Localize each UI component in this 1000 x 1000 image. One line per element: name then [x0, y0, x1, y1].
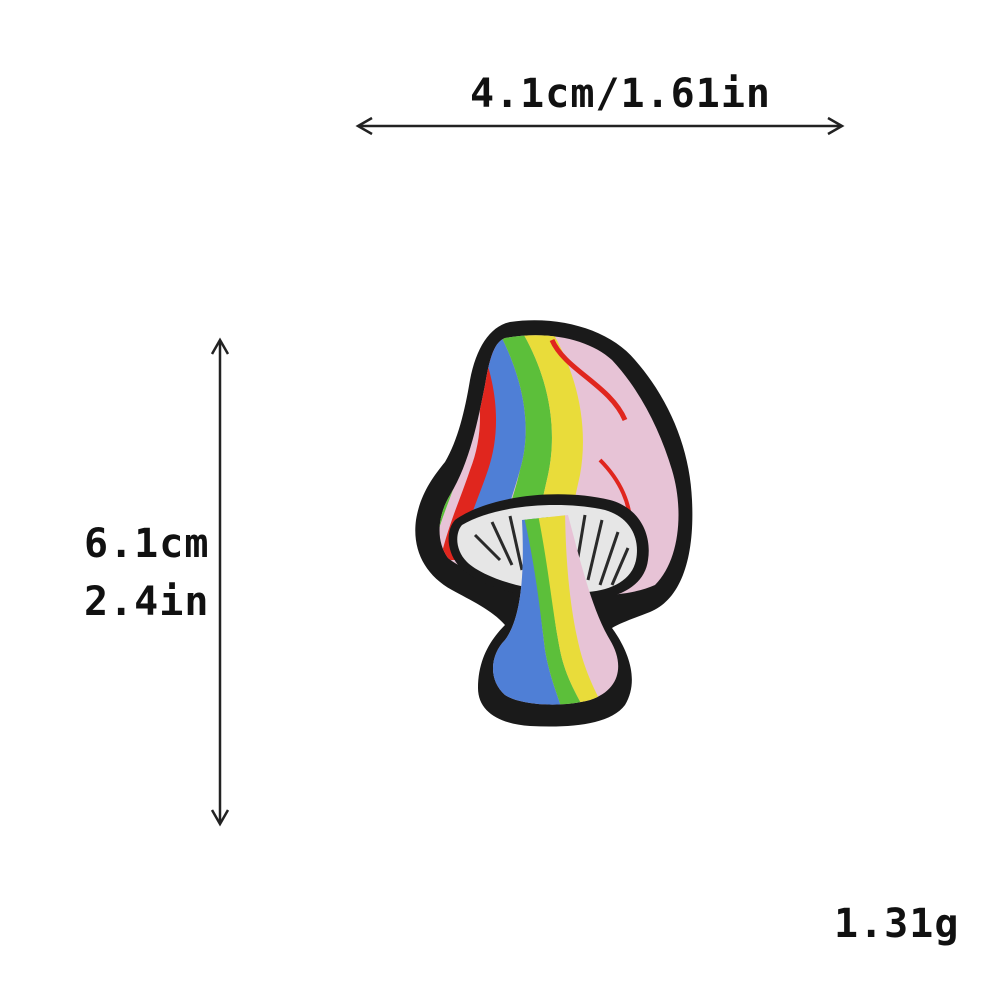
rainbow-mushroom-patch-icon — [415, 320, 693, 727]
width-dimension-label: 4.1cm/1.61in — [470, 71, 771, 117]
height-dimension-in-label: 2.4in — [84, 579, 210, 625]
height-dimension-cm-label: 6.1cm — [84, 521, 210, 567]
weight-label: 1.31g — [834, 901, 960, 947]
width-arrow — [355, 116, 845, 136]
height-arrow — [210, 337, 230, 827]
